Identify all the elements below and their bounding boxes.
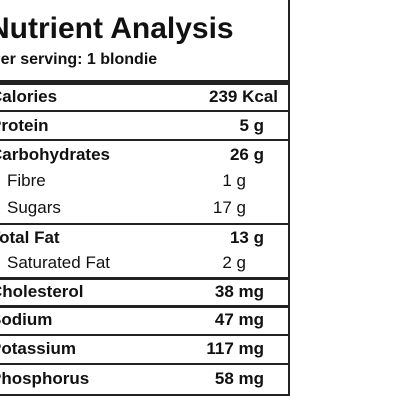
row: Phosphorus 58 mg <box>0 366 288 392</box>
serving: Per serving: 1 blondie <box>0 51 158 68</box>
amount: 58 mg <box>214 369 264 388</box>
row: Saturated Fat 2 g <box>0 250 288 276</box>
nutrient: Sodium <box>0 310 53 329</box>
amount: 239 Kcal <box>209 87 278 106</box>
amount: 117 mg <box>206 339 264 358</box>
row: Protein 5 g <box>0 113 288 139</box>
nutrition-label: Nutrient Analysis Per serving: 1 blondie… <box>0 0 290 396</box>
rule <box>0 223 288 225</box>
row: Sodium 47 mg <box>0 307 288 333</box>
nutrient: Calories <box>0 87 58 106</box>
rule <box>0 334 288 336</box>
row: Fibre 1 g <box>0 168 288 194</box>
rule <box>0 139 288 141</box>
nutrient: Total Fat <box>0 228 60 247</box>
nutrient: Protein <box>0 116 49 135</box>
nutrient: Cholesterol <box>0 282 84 301</box>
amount: 38 mg <box>214 282 264 301</box>
nutrient: Sugars <box>7 198 61 217</box>
amount: 47 mg <box>214 310 264 329</box>
amount: 1 g <box>222 171 246 190</box>
nutrient: Potassium <box>0 339 76 358</box>
rule <box>0 110 288 112</box>
amount: 5 g <box>239 116 264 135</box>
nutrient: Carbohydrates <box>0 145 110 164</box>
nutrient: Phosphorus <box>0 369 90 388</box>
amount: 2 g <box>222 253 246 272</box>
amount: 17 g <box>212 198 246 217</box>
row: Carbohydrates 26 g <box>0 142 288 168</box>
row: Sugars 17 g <box>0 195 288 221</box>
row: Potassium 117 mg <box>0 336 288 362</box>
row: Total Fat 13 g <box>0 225 288 251</box>
rule <box>0 363 288 365</box>
title: Nutrient Analysis <box>0 12 234 45</box>
rule <box>0 277 288 280</box>
row: Cholesterol 38 mg <box>0 279 288 305</box>
row: Calories 239 Kcal <box>0 84 288 110</box>
amount: 13 g <box>229 228 264 247</box>
rule <box>0 80 288 85</box>
nutrient: Saturated Fat <box>7 253 111 272</box>
rule <box>0 305 288 308</box>
amount: 26 g <box>229 145 264 164</box>
nutrient: Fibre <box>7 171 46 190</box>
